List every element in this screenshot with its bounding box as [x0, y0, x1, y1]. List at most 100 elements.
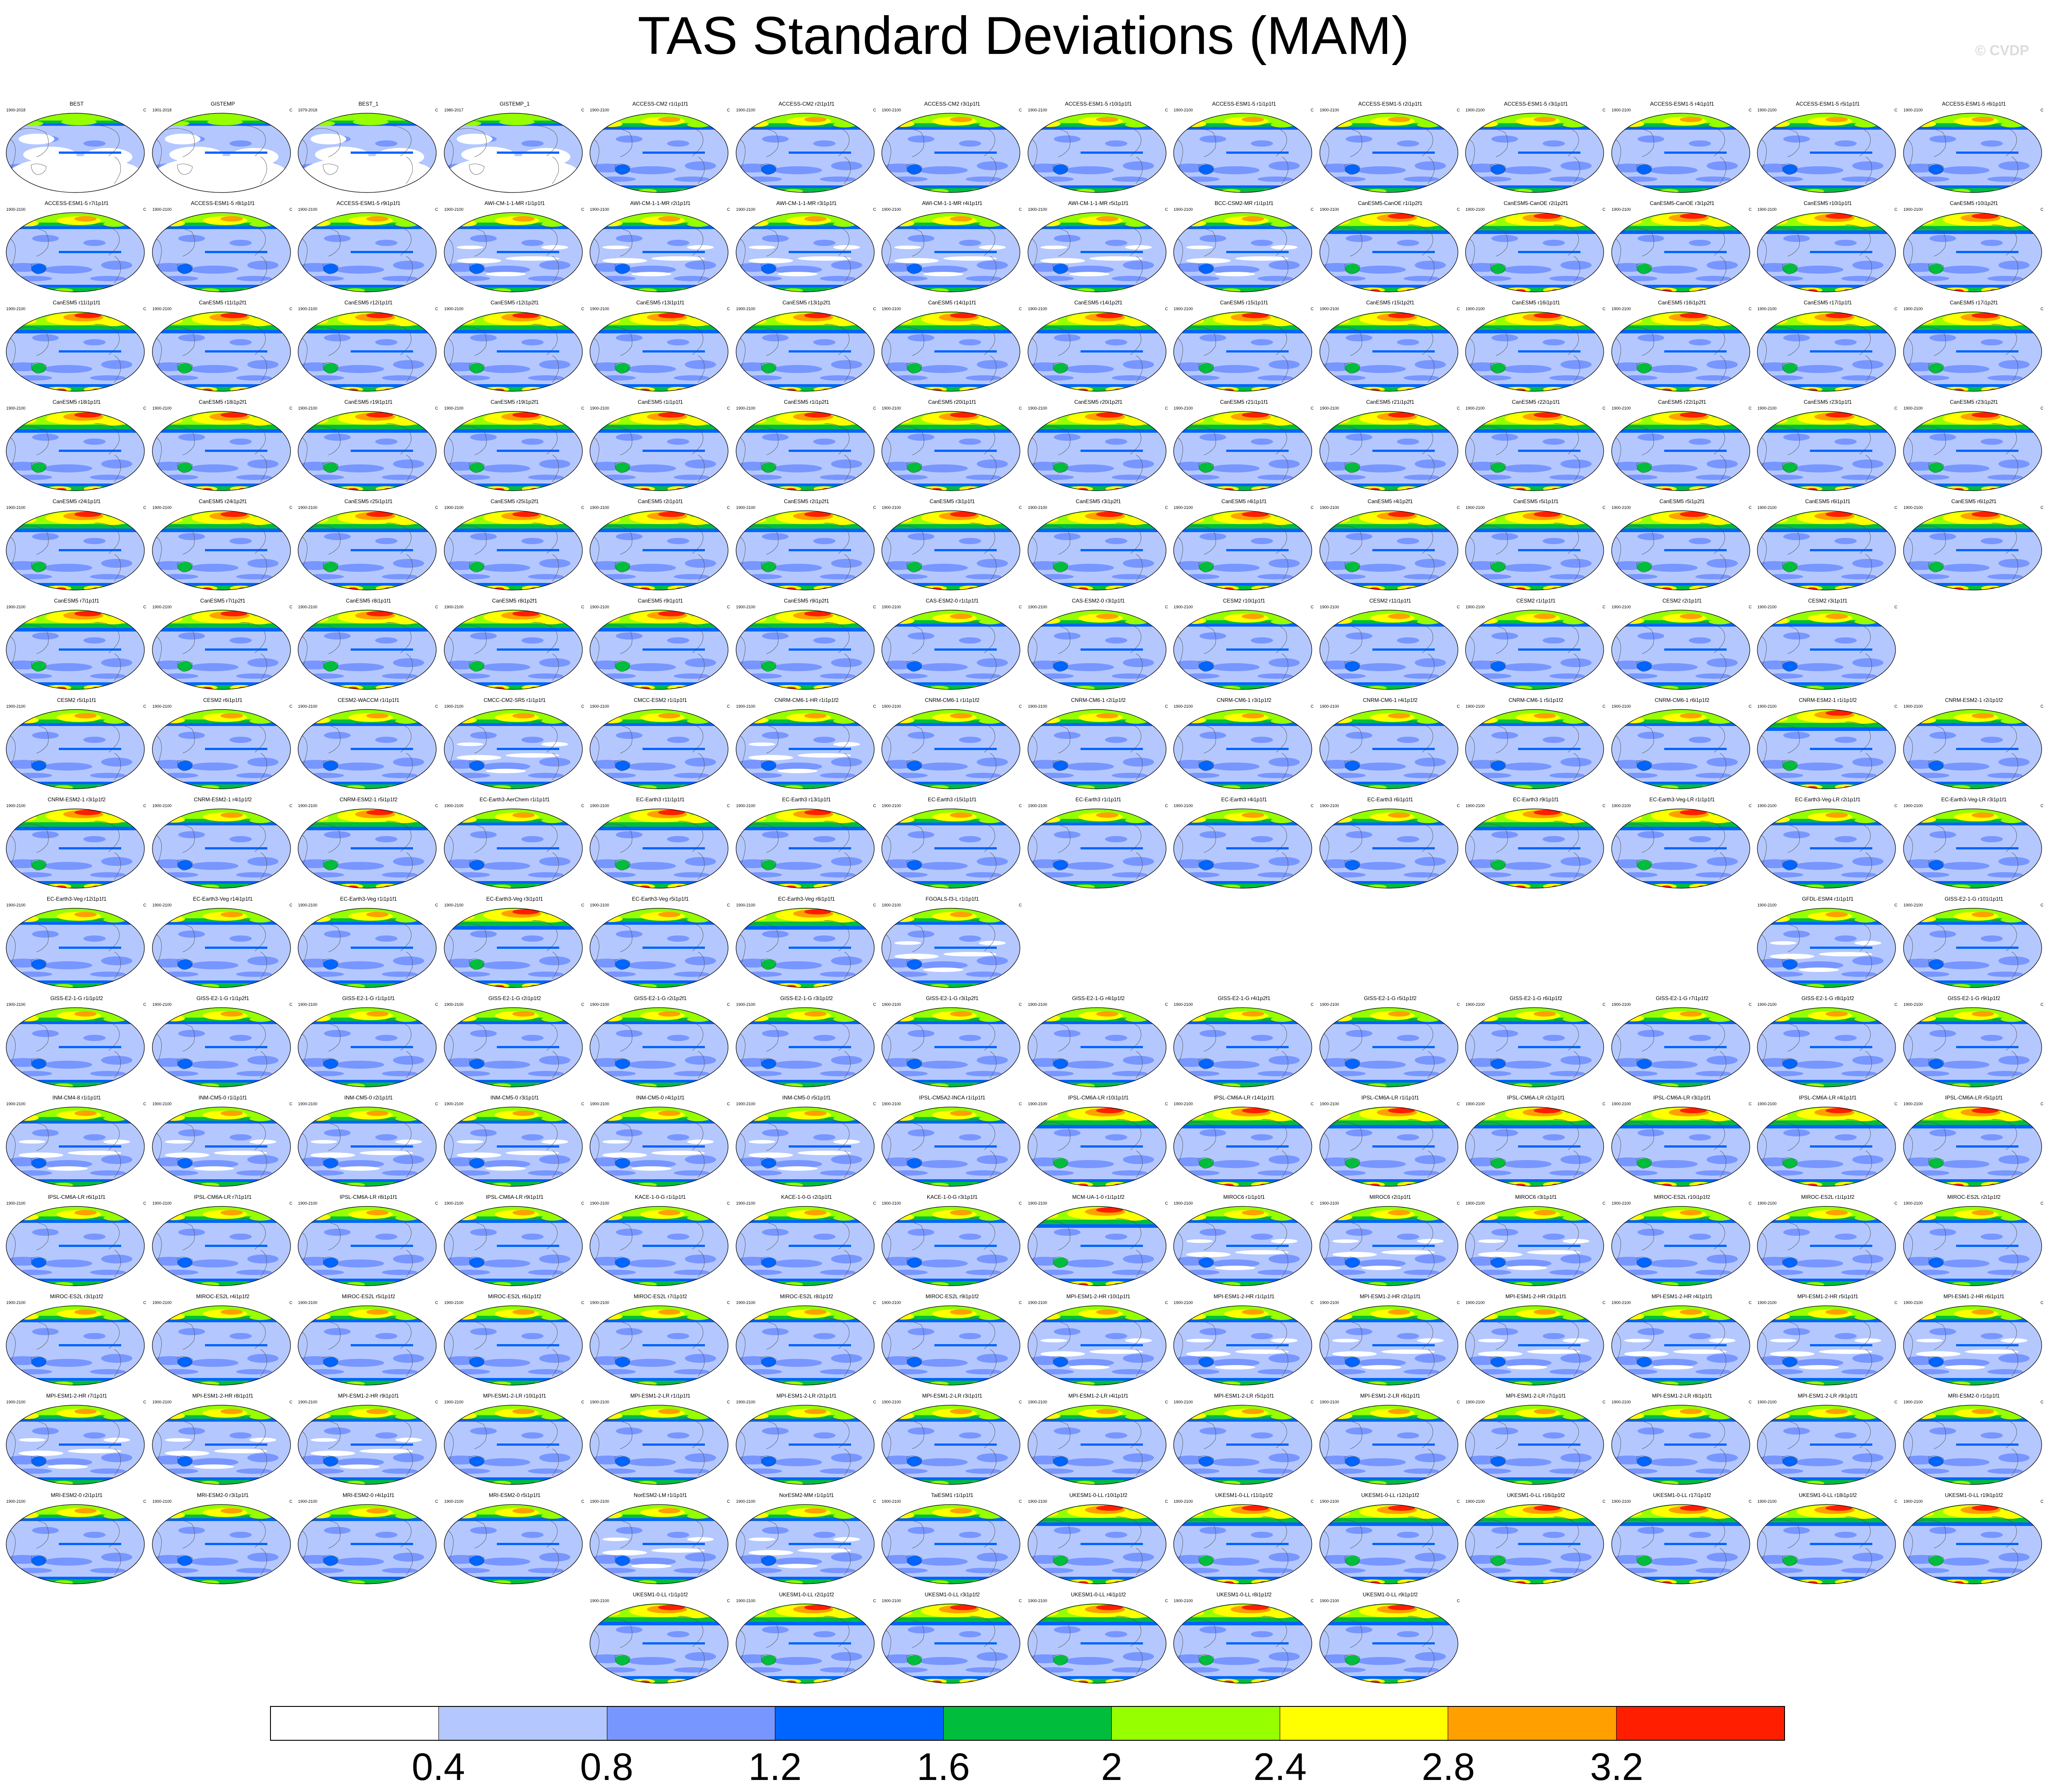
- panel-title: GISS-E2-1-G r5i1p1f2: [1363, 995, 1417, 1001]
- panel-title: MIROC-ES2L r9i1p1f2: [925, 1293, 979, 1300]
- panel-years: 1900-2100: [444, 406, 464, 410]
- panel-title: MIROC-ES2L r1i1p1f2: [1801, 1194, 1855, 1200]
- world-map: [1465, 1206, 1604, 1286]
- world-map: [152, 1206, 291, 1286]
- panel-title: ACCESS-ESM1-5 r8i1p1f1: [191, 200, 255, 206]
- panel-years: 1900-2100: [882, 1102, 901, 1106]
- world-map: [1903, 908, 2042, 988]
- panel-unit: C: [1019, 307, 1022, 311]
- panel-years: 1900-2100: [736, 1201, 756, 1206]
- world-map: [1757, 1405, 1896, 1485]
- panel-unit: C: [1019, 1499, 1022, 1504]
- world-map: [1465, 709, 1604, 789]
- world-map: [881, 808, 1020, 889]
- panel-unit: C: [143, 505, 147, 510]
- panel-years: 1900-2100: [298, 505, 318, 510]
- panel-title: IPSL-CM6A-LR r10i1p1f1: [1068, 1095, 1129, 1101]
- map-panel: MPI-ESM1-2-HR r10i1p1f1 1900-2100 C: [1027, 1293, 1170, 1388]
- world-map: [1611, 1305, 1750, 1386]
- panel-unit: C: [1457, 605, 1460, 609]
- panel-title: CanESM5 r5i1p2f1: [1659, 498, 1705, 504]
- panel-years: 1900-2100: [1174, 1002, 1193, 1007]
- map-panel: CNRM-CM6-1 r6i1p1f2 1900-2100 C: [1611, 697, 1753, 791]
- panel-years: 1900-2100: [1904, 406, 1923, 410]
- map-panel: CanESM5 r9i1p1f1 1900-2100 C: [589, 598, 732, 692]
- world-map: [590, 411, 729, 491]
- panel-years: 1900-2100: [1320, 1400, 1339, 1404]
- map-panel: IPSL-CM6A-LR r1i1p1f1 1900-2100 C: [1319, 1095, 1462, 1189]
- panel-unit: C: [2040, 1201, 2044, 1206]
- panel-title: UKESM1-0-LL r11i1p1f2: [1215, 1492, 1273, 1498]
- world-map: [1028, 510, 1167, 590]
- panel-unit: C: [727, 1201, 730, 1206]
- panel-years: 1900-2100: [444, 505, 464, 510]
- page-title: TAS Standard Deviations (MAM): [638, 6, 1409, 66]
- map-panel: EC-Earth3-Veg r3i1p1f1 1900-2100 C: [443, 896, 586, 990]
- map-panel: EC-Earth3 r6i1p1f1 1900-2100 C: [1319, 796, 1462, 891]
- panel-title: ACCESS-ESM1-5 r5i1p1f1: [1796, 101, 1860, 107]
- panel-unit: C: [1310, 207, 1314, 212]
- world-map: [736, 1603, 875, 1684]
- world-map: [1465, 212, 1604, 292]
- panel-years: 1900-2100: [1904, 108, 1923, 112]
- panel-title: IPSL-CM6A-LR r6i1p1f1: [48, 1194, 106, 1200]
- map-panel: UKESM1-0-LL r11i1p1f2 1900-2100 C: [1173, 1492, 1315, 1587]
- map-panel: MRI-ESM2-0 r1i1p1f1 1900-2100 C: [1903, 1393, 2045, 1487]
- panel-unit: C: [1748, 1002, 1752, 1007]
- panel-title: GISTEMP_1: [499, 101, 530, 107]
- panel-unit: C: [1165, 406, 1168, 410]
- panel-years: 1900-2100: [1320, 1102, 1339, 1106]
- panel-title: CanESM5 r1i1p2f1: [784, 399, 829, 405]
- map-panel: EC-Earth3 r11i1p1f1 1900-2100 C: [589, 796, 732, 891]
- map-panel: CNRM-CM6-1 r1i1p1f2 1900-2100 C: [881, 697, 1024, 791]
- panel-title: UKESM1-0-LL r18i1p1f2: [1798, 1492, 1857, 1498]
- panel-title: MPI-ESM1-2-LR r6i1p1f1: [1360, 1393, 1421, 1399]
- panel-unit: C: [435, 1201, 438, 1206]
- panel-title: CanESM5 r6i1p1f1: [1805, 498, 1850, 504]
- panel-title: CanESM5 r16i1p1f1: [1511, 299, 1560, 306]
- panel-unit: C: [1310, 1599, 1314, 1603]
- map-panel: GISS-E2-1-G r2i1p1f2 1900-2100 C: [443, 995, 586, 1090]
- map-panel: GFDL-ESM4 r1i1p1f1 1900-2100 C: [1756, 896, 1899, 990]
- world-map: [736, 510, 875, 590]
- panel-title: MPI-ESM1-2-HR r7i1p1f1: [46, 1393, 107, 1399]
- panel-years: 1900-2100: [298, 804, 318, 808]
- panel-title: UKESM1-0-LL r19i1p1f2: [1945, 1492, 2003, 1498]
- world-map: [1173, 212, 1312, 292]
- world-map: [881, 1305, 1020, 1386]
- panel-unit: C: [435, 605, 438, 609]
- world-map: [1611, 312, 1750, 392]
- colorbar-tick-label: 0.8: [580, 1746, 634, 1788]
- map-panel: CanESM5 r21i1p1f1 1900-2100 C: [1173, 399, 1315, 493]
- panel-title: CanESM5 r13i1p1f1: [636, 299, 685, 306]
- world-map: [1903, 1107, 2042, 1187]
- panel-title: MRI-ESM2-0 r5i1p1f1: [488, 1492, 541, 1498]
- panel-unit: C: [1457, 406, 1460, 410]
- panel-years: 1900-2100: [444, 804, 464, 808]
- panel-years: 1900-2100: [152, 903, 172, 907]
- panel-years: 1900-2100: [1466, 704, 1485, 709]
- world-map: [1173, 610, 1312, 690]
- panel-years: 1900-2100: [1320, 1499, 1339, 1504]
- colorbar: [270, 1706, 1785, 1741]
- panel-unit: C: [727, 804, 730, 808]
- map-panel: CanESM5 r6i1p1f1 1900-2100 C: [1756, 498, 1899, 593]
- map-panel: CanESM5 r7i1p1f1 1900-2100 C: [5, 598, 148, 692]
- panel-unit: C: [727, 1002, 730, 1007]
- panel-title: MIROC-ES2L r5i1p1f2: [342, 1293, 395, 1300]
- panel-title: CanESM5 r8i1p1f1: [346, 598, 391, 604]
- panel-title: CESM2 r1i1p1f1: [1516, 598, 1556, 604]
- panel-unit: C: [1019, 704, 1022, 709]
- panel-unit: C: [1019, 207, 1022, 212]
- panel-unit: C: [1019, 1400, 1022, 1404]
- panel-title: MPI-ESM1-2-LR r10i1p1f1: [483, 1393, 546, 1399]
- panel-title: CanESM5 r13i1p2f1: [782, 299, 831, 306]
- map-panel: EC-Earth3-Veg-LR r1i1p1f1 1900-2100 C: [1611, 796, 1753, 891]
- world-map: [444, 709, 583, 789]
- map-panel: CanESM5 r22i1p1f1 1900-2100 C: [1465, 399, 1607, 493]
- panel-years: 1900-2100: [1320, 207, 1339, 212]
- panel-title: GISS-E2-1-G r8i1p1f2: [1801, 995, 1855, 1001]
- panel-years: 1900-2100: [1174, 505, 1193, 510]
- world-map: [444, 510, 583, 590]
- map-panel: CNRM-CM6-1 r3i1p1f2 1900-2100 C: [1173, 697, 1315, 791]
